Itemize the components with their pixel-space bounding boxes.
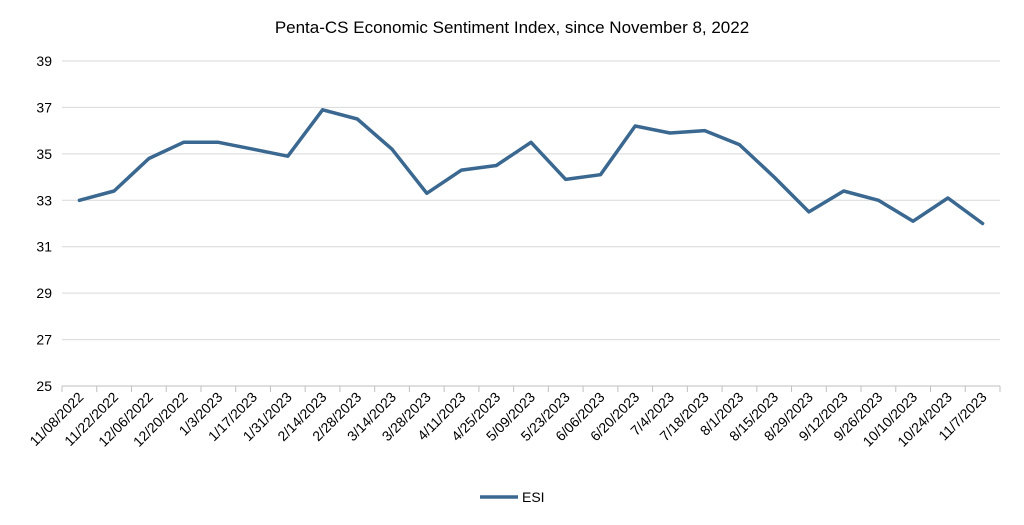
y-tick-label: 31 bbox=[36, 239, 52, 255]
legend: ESI bbox=[480, 489, 545, 505]
y-tick-label: 39 bbox=[36, 53, 52, 69]
y-tick-label: 27 bbox=[36, 332, 52, 348]
y-axis: 25 27 29 31 33 35 37 39 bbox=[36, 53, 52, 394]
gridlines bbox=[62, 60, 1000, 341]
chart-title: Penta-CS Economic Sentiment Index, since… bbox=[275, 18, 749, 37]
legend-label: ESI bbox=[522, 489, 545, 505]
y-tick-label: 29 bbox=[36, 285, 52, 301]
y-tick-label: 35 bbox=[36, 146, 52, 162]
x-axis: 11/08/202211/22/202212/06/202212/20/2022… bbox=[26, 385, 1001, 450]
y-tick-label: 25 bbox=[36, 378, 52, 394]
series-line-esi bbox=[77, 108, 985, 226]
y-tick-label: 33 bbox=[36, 192, 52, 208]
series-layer bbox=[77, 108, 985, 226]
y-tick-label: 37 bbox=[36, 99, 52, 115]
